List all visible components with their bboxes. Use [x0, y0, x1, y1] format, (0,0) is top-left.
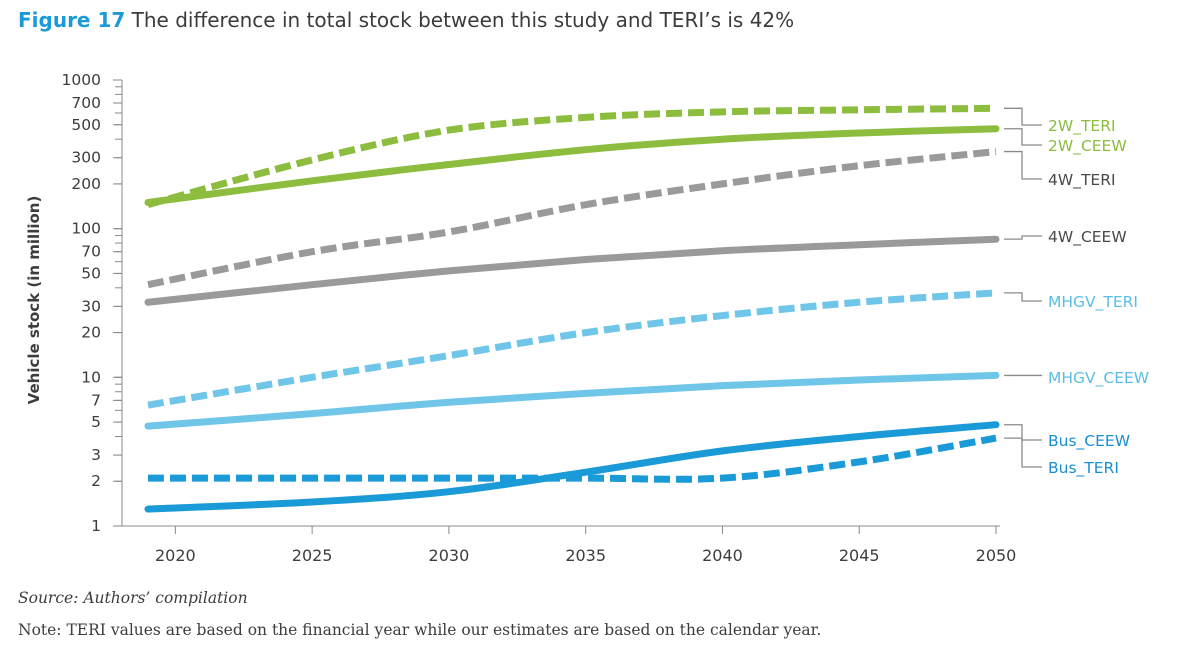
- y-tick-label: 2: [91, 472, 101, 490]
- series-label-bus-teri: Bus_TERI: [1048, 459, 1119, 478]
- x-tick-label: 2040: [702, 546, 743, 565]
- series-line-4w-teri: [147, 148, 997, 289]
- leader-line-2w-teri: [1004, 107, 1042, 126]
- leader-line-bus-ceew: [1004, 424, 1042, 441]
- source-note: Source: Authors’ compilation: [18, 589, 248, 607]
- series-line-mhgv-teri: [147, 289, 997, 409]
- leader-line-4w-teri: [1004, 150, 1042, 180]
- y-tick-label: 1: [91, 517, 101, 535]
- figure-number: Figure 17: [18, 8, 126, 32]
- leader-line-2w-ceew: [1004, 128, 1042, 146]
- y-tick-label: 70: [81, 243, 101, 261]
- series-label-bus-ceew: Bus_CEEW: [1048, 432, 1130, 451]
- figure-title: Figure 17 The difference in total stock …: [18, 8, 794, 32]
- series-line-mhgv-ceew: [144, 371, 1000, 430]
- footnote: Note: TERI values are based on the finan…: [18, 621, 822, 639]
- x-tick-label: 2030: [429, 546, 470, 565]
- series-line-bus-teri: [147, 434, 997, 483]
- series-label-mhgv-teri: MHGV_TERI: [1048, 293, 1138, 312]
- leader-line-mhgv-teri: [1004, 292, 1042, 302]
- series-label-2w-ceew: 2W_CEEW: [1048, 137, 1127, 156]
- y-tick-label: 5: [91, 413, 101, 431]
- y-tick-label: 300: [71, 149, 101, 167]
- series-label-4w-teri: 4W_TERI: [1048, 171, 1116, 190]
- leader-line-bus-teri: [1004, 437, 1042, 468]
- x-tick-label: 2035: [565, 546, 606, 565]
- x-tick-label: 2020: [155, 546, 196, 565]
- y-tick-label: 1000: [62, 71, 101, 89]
- series-line-2w-ceew: [144, 125, 1000, 206]
- y-tick-label: 30: [81, 297, 101, 315]
- y-tick-label: 200: [71, 175, 101, 193]
- x-tick-label: 2045: [839, 546, 880, 565]
- y-tick-label: 20: [81, 324, 101, 342]
- y-axis-label: Vehicle stock (in million): [25, 196, 43, 405]
- y-tick-label: 50: [81, 264, 101, 282]
- x-tick-label: 2025: [292, 546, 333, 565]
- series-line-2w-teri: [147, 104, 997, 209]
- figure-title-text: The difference in total stock between th…: [131, 8, 795, 32]
- series-label-4w-ceew: 4W_CEEW: [1048, 228, 1127, 247]
- series-label-2w-teri: 2W_TERI: [1048, 117, 1116, 136]
- series-label-mhgv-ceew: MHGV_CEEW: [1048, 369, 1149, 388]
- series-line-bus-ceew: [144, 421, 1000, 513]
- y-tick-label: 3: [91, 446, 101, 464]
- leader-line-4w-ceew: [1004, 235, 1042, 240]
- y-tick-label: 500: [71, 116, 101, 134]
- y-tick-label: 7: [91, 391, 101, 409]
- y-tick-label: 100: [71, 220, 101, 238]
- y-tick-label: 10: [81, 368, 101, 386]
- y-tick-label: 700: [71, 94, 101, 112]
- series-line-4w-ceew: [144, 235, 1000, 306]
- x-tick-label: 2050: [976, 546, 1017, 565]
